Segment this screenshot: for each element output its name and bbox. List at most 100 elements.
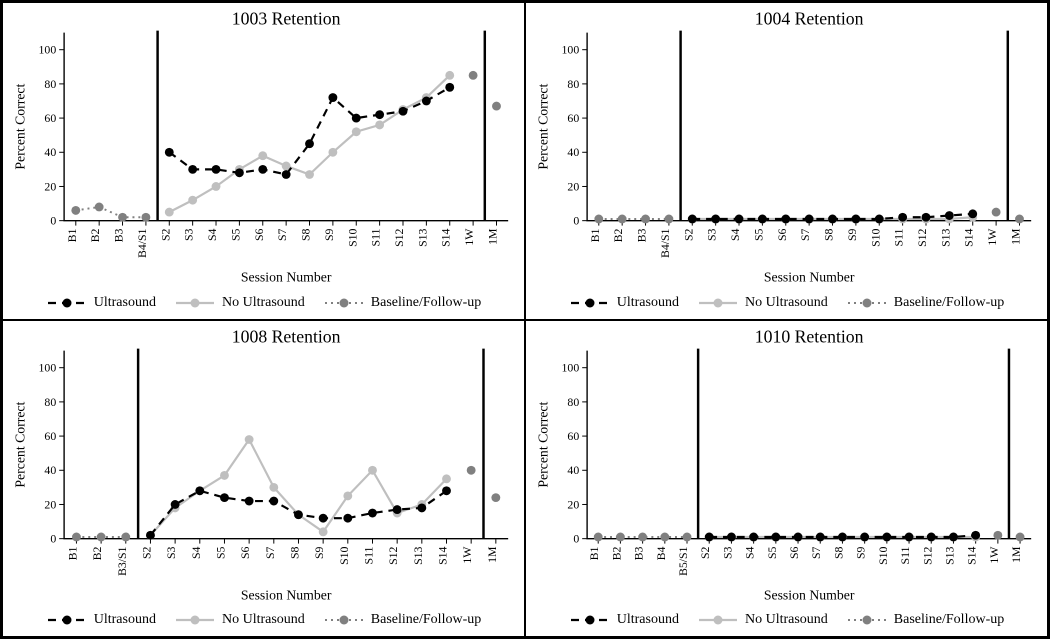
series-baseline xyxy=(76,207,146,217)
svg-text:S5: S5 xyxy=(765,546,779,559)
svg-text:B5/S1: B5/S1 xyxy=(676,546,690,576)
data-marker xyxy=(469,71,478,80)
legend-label: Ultrasound xyxy=(94,612,156,628)
data-marker xyxy=(949,532,958,541)
data-marker xyxy=(165,148,174,157)
data-marker xyxy=(993,530,1002,539)
legend-item-baseline: Baseline/Follow-up xyxy=(846,295,1004,311)
data-marker xyxy=(220,493,229,502)
svg-text:S4: S4 xyxy=(743,546,757,559)
chart-title: 1008 Retention xyxy=(232,326,341,346)
svg-text:B3/S1: B3/S1 xyxy=(115,546,129,576)
data-marker xyxy=(352,114,361,123)
data-marker xyxy=(258,165,267,174)
svg-text:S12: S12 xyxy=(392,228,406,246)
svg-text:S8: S8 xyxy=(822,228,836,241)
svg-text:40: 40 xyxy=(567,463,579,477)
svg-text:S8: S8 xyxy=(831,546,845,559)
chart-svg: 1004 Retention020406080100Percent Correc… xyxy=(530,7,1043,317)
data-marker xyxy=(445,71,454,80)
svg-text:1W: 1W xyxy=(987,545,1001,563)
svg-text:B4/S1: B4/S1 xyxy=(135,228,149,258)
data-marker xyxy=(618,215,627,224)
svg-text:B2: B2 xyxy=(611,228,625,242)
svg-text:S8: S8 xyxy=(299,228,313,241)
legend-item-ultrasound: Ultrasound xyxy=(569,295,679,311)
chart-panel: 1003 Retention020406080100Percent Correc… xyxy=(2,2,525,320)
svg-text:S9: S9 xyxy=(845,228,859,241)
data-marker xyxy=(794,532,803,541)
legend-item-ultrasound: Ultrasound xyxy=(46,295,156,311)
legend: UltrasoundNo UltrasoundBaseline/Follow-u… xyxy=(530,295,1043,311)
legend-label: No Ultrasound xyxy=(222,295,305,311)
legend-item-baseline: Baseline/Follow-up xyxy=(323,295,481,311)
data-marker xyxy=(319,527,328,536)
data-marker xyxy=(368,465,377,474)
svg-text:S10: S10 xyxy=(337,546,351,564)
svg-text:1M: 1M xyxy=(1009,546,1023,563)
data-marker xyxy=(664,215,673,224)
data-marker xyxy=(945,211,954,220)
svg-text:S5: S5 xyxy=(213,546,227,559)
data-marker xyxy=(212,165,221,174)
svg-text:B3: B3 xyxy=(112,228,126,242)
chart-svg: 1010 Retention020406080100Percent Correc… xyxy=(530,325,1043,635)
svg-text:B2: B2 xyxy=(609,546,623,560)
svg-text:S10: S10 xyxy=(876,546,890,564)
svg-text:S3: S3 xyxy=(705,228,719,241)
data-marker xyxy=(594,215,603,224)
svg-text:1W: 1W xyxy=(462,228,476,246)
svg-text:S13: S13 xyxy=(942,546,956,564)
data-marker xyxy=(282,170,291,179)
legend-label: No Ultrasound xyxy=(745,612,828,628)
svg-text:B1: B1 xyxy=(587,546,601,560)
data-marker xyxy=(399,107,408,116)
svg-text:S14: S14 xyxy=(965,546,979,564)
svg-text:S13: S13 xyxy=(415,228,429,246)
series-ultrasound xyxy=(169,87,449,174)
data-marker xyxy=(641,215,650,224)
legend-item-ultrasound: Ultrasound xyxy=(569,612,679,628)
svg-text:1W: 1W xyxy=(985,228,999,246)
data-marker xyxy=(705,532,714,541)
svg-text:B3: B3 xyxy=(632,546,646,560)
data-marker xyxy=(375,120,384,129)
chart-svg: 1008 Retention020406080100Percent Correc… xyxy=(7,325,520,635)
data-marker xyxy=(875,215,884,224)
svg-text:S2: S2 xyxy=(158,228,172,241)
legend-label: Baseline/Follow-up xyxy=(371,612,481,628)
svg-text:S10: S10 xyxy=(868,228,882,246)
data-marker xyxy=(445,83,454,92)
svg-text:S8: S8 xyxy=(287,546,301,559)
data-marker xyxy=(165,208,174,217)
y-axis-label: Percent Correct xyxy=(536,83,551,169)
legend-label: Ultrasound xyxy=(94,295,156,311)
chart-title: 1010 Retention xyxy=(755,326,864,346)
svg-text:100: 100 xyxy=(39,360,57,374)
data-marker xyxy=(492,102,501,111)
data-marker xyxy=(343,513,352,522)
data-marker xyxy=(171,500,180,509)
data-marker xyxy=(328,93,337,102)
svg-text:S14: S14 xyxy=(439,228,453,246)
svg-text:40: 40 xyxy=(44,463,56,477)
chart-svg: 1003 Retention020406080100Percent Correc… xyxy=(7,7,520,317)
legend-label: Ultrasound xyxy=(617,612,679,628)
data-marker xyxy=(235,168,244,177)
svg-text:0: 0 xyxy=(573,214,579,228)
y-axis-label: Percent Correct xyxy=(13,401,28,487)
x-axis-label: Session Number xyxy=(241,270,332,285)
y-axis-label: Percent Correct xyxy=(13,83,28,169)
data-marker xyxy=(1015,215,1024,224)
svg-text:40: 40 xyxy=(44,145,56,159)
data-marker xyxy=(294,510,303,519)
legend-item-no_ultrasound: No Ultrasound xyxy=(174,612,305,628)
chart-panel: 1004 Retention020406080100Percent Correc… xyxy=(525,2,1048,320)
svg-text:100: 100 xyxy=(562,43,580,57)
data-marker xyxy=(269,482,278,491)
data-marker xyxy=(781,215,790,224)
data-marker xyxy=(749,532,758,541)
svg-text:1M: 1M xyxy=(485,228,499,245)
svg-text:60: 60 xyxy=(567,111,579,125)
svg-text:80: 80 xyxy=(44,77,56,91)
